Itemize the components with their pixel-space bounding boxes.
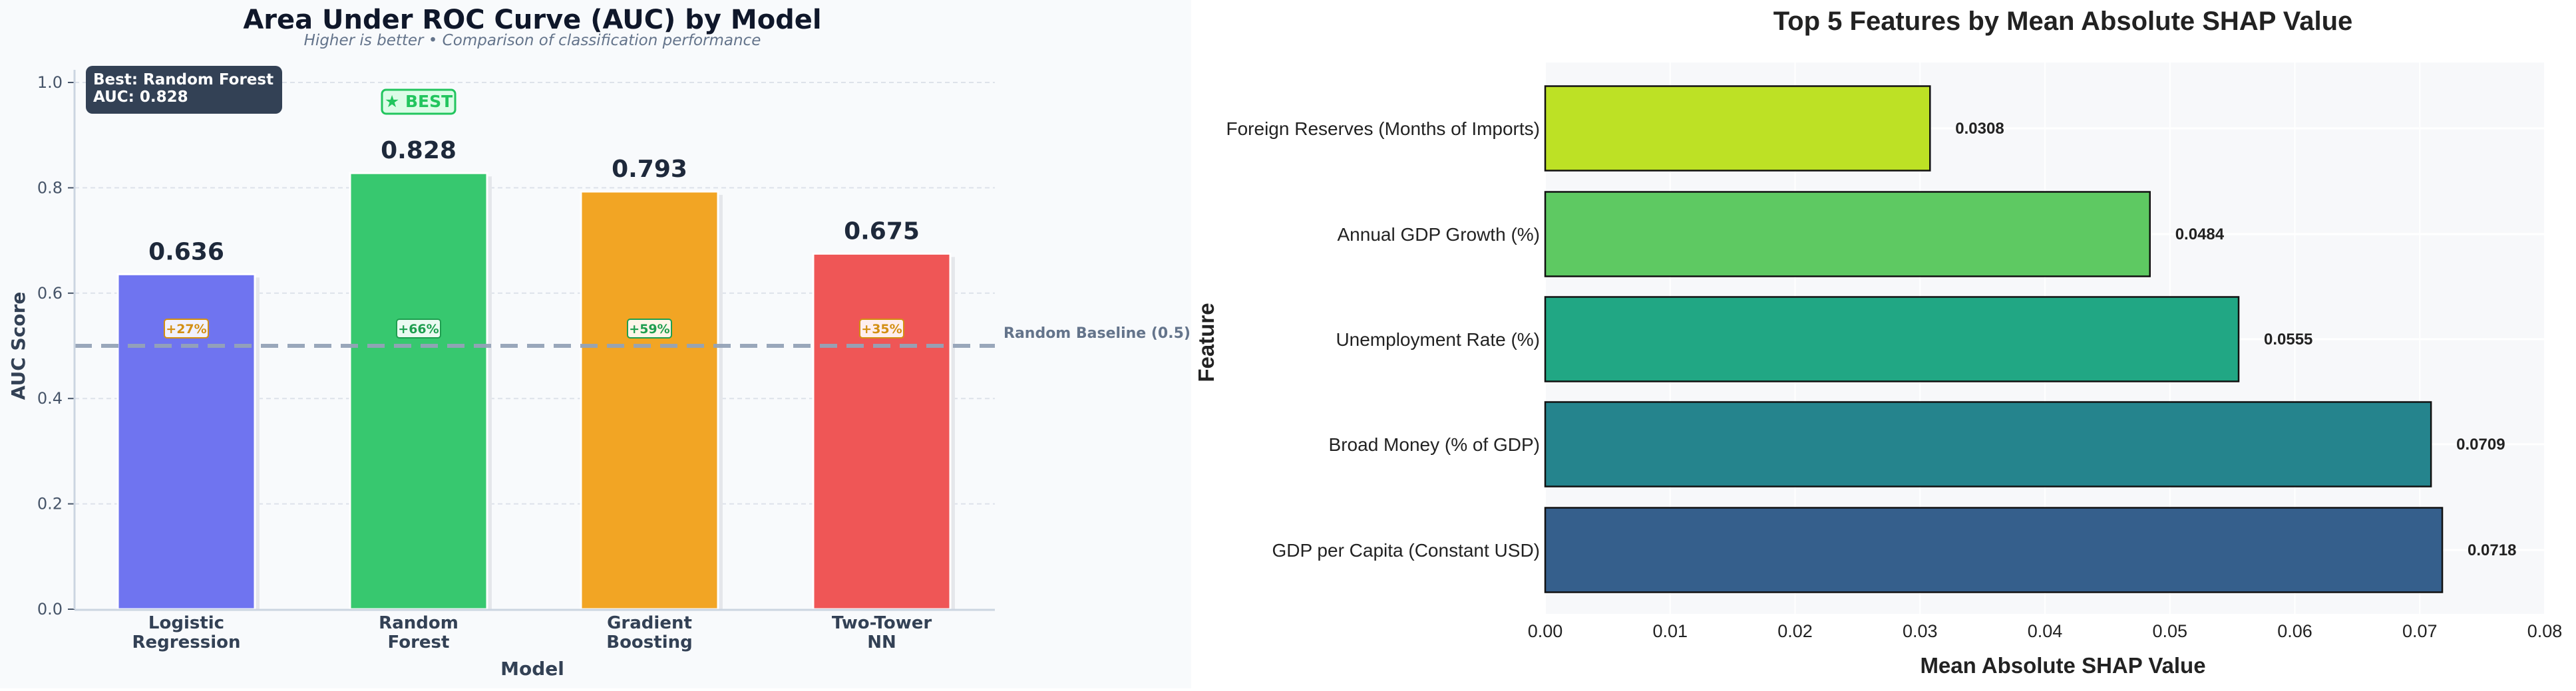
auc-improvement-badge: [396, 319, 441, 339]
auc-bar: [116, 273, 256, 611]
auc-y-tick-label: 0.8: [37, 178, 63, 197]
auc-x-tick-label: NN: [867, 632, 896, 652]
auc-chart-subtitle: Higher is better • Comparison of classif…: [304, 32, 761, 49]
auc-x-tick-label: Two-Tower: [832, 613, 932, 633]
shap-y-tick-label: Unemployment Rate (%): [1336, 329, 1540, 350]
shap-x-axis-label: Mean Absolute SHAP Value: [1920, 653, 2205, 678]
auc-y-tick-label: 1.0: [37, 73, 63, 92]
shap-y-axis-label: Feature: [1194, 303, 1218, 382]
shap-bar: [1544, 507, 2444, 593]
auc-improvement-label: +66%: [398, 322, 439, 337]
auc-x-tick-label: Logistic: [148, 613, 224, 633]
auc-y-tick-label: 0.2: [37, 495, 63, 513]
shap-bar: [1544, 191, 2151, 277]
shap-chart: Top 5 Features by Mean Absolute SHAP Val…: [1194, 7, 2563, 678]
auc-value-label: 0.675: [844, 217, 920, 245]
auc-chart-panel: Area Under ROC Curve (AUC) by Model High…: [0, 0, 1191, 688]
auc-improvement-badge: [859, 319, 904, 339]
auc-y-tick-label: 0.6: [37, 284, 63, 303]
auc-y-tick-label: 0.4: [37, 389, 63, 408]
auc-improvement-label: +59%: [629, 322, 669, 337]
auc-improvement-label: +35%: [861, 322, 902, 337]
auc-improvement-badge: [164, 319, 209, 339]
auc-x-axis-label: Model: [500, 658, 564, 680]
shap-x-tick-label: 0.04: [2028, 621, 2063, 641]
shap-x-tick-label: 0.02: [1777, 621, 1813, 641]
auc-y-axis-label: AUC Score: [7, 292, 29, 400]
best-badge-label: ★ BEST: [385, 92, 453, 111]
shap-x-tick-label: 0.01: [1652, 621, 1688, 641]
auc-x-tick-label: Gradient: [607, 613, 692, 633]
auc-bar: [580, 190, 719, 611]
shap-chart-title: Top 5 Features by Mean Absolute SHAP Val…: [1773, 7, 2353, 36]
shap-value-label: 0.0308: [1955, 120, 2004, 138]
shap-bar: [1544, 296, 2240, 382]
best-model-annotation-line: AUC: 0.828: [93, 88, 188, 106]
shap-y-tick-label: Broad Money (% of GDP): [1329, 434, 1540, 455]
shap-x-tick-label: 0.03: [1903, 621, 1938, 641]
shap-value-label: 0.0484: [2175, 225, 2225, 243]
shap-x-tick-label: 0.05: [2152, 621, 2187, 641]
shap-value-label: 0.0709: [2456, 436, 2505, 454]
auc-chart-title: Area Under ROC Curve (AUC) by Model: [243, 5, 821, 35]
best-badge: [381, 88, 457, 115]
shap-y-tick-label: GDP per Capita (Constant USD): [1272, 540, 1540, 561]
random-baseline-label: Random Baseline (0.5): [1004, 325, 1191, 342]
auc-chart: Area Under ROC Curve (AUC) by Model High…: [7, 5, 1191, 680]
auc-improvement-label: +27%: [166, 322, 206, 337]
auc-x-tick-label: Forest: [388, 632, 450, 652]
auc-bar: [349, 172, 488, 611]
auc-x-tick-label: Random: [379, 613, 459, 633]
shap-chart-panel: Top 5 Features by Mean Absolute SHAP Val…: [1191, 0, 2576, 688]
auc-value-label: 0.828: [381, 137, 457, 164]
shap-x-tick-label: 0.08: [2527, 621, 2563, 641]
shap-y-tick-label: Annual GDP Growth (%): [1338, 224, 1541, 245]
best-model-annotation-line: Best: Random Forest: [93, 71, 274, 88]
auc-y-tick-label: 0.0: [37, 600, 63, 619]
shap-value-label: 0.0555: [2264, 331, 2312, 348]
shap-x-tick-label: 0.00: [1528, 621, 1563, 641]
shap-x-tick-label: 0.07: [2402, 621, 2438, 641]
auc-value-label: 0.793: [612, 156, 687, 183]
auc-bar: [812, 252, 952, 611]
shap-bar: [1544, 85, 1931, 172]
shap-bar: [1544, 401, 2432, 487]
shap-value-label: 0.0718: [2468, 541, 2516, 559]
auc-value-label: 0.636: [148, 238, 224, 265]
auc-x-tick-label: Regression: [132, 632, 241, 652]
shap-y-tick-label: Foreign Reserves (Months of Imports): [1226, 118, 1541, 139]
auc-improvement-badge: [627, 319, 672, 339]
auc-x-tick-label: Boosting: [606, 632, 692, 652]
shap-x-tick-label: 0.06: [2277, 621, 2312, 641]
best-model-annotation: [86, 66, 282, 114]
